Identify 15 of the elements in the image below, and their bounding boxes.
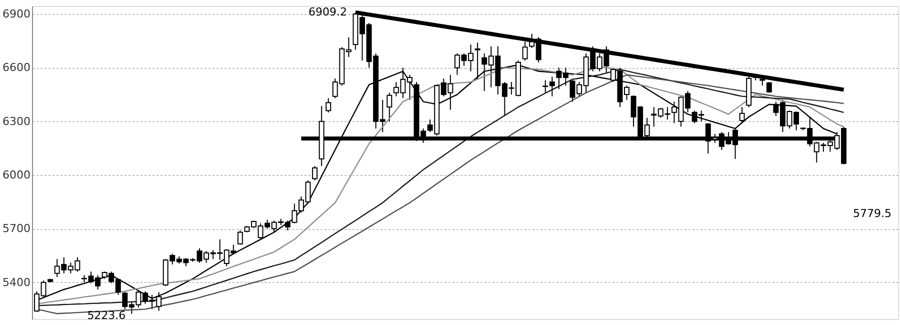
y-tick-label: 6600 [2,61,30,74]
y-tick-label: 5400 [2,276,30,289]
candlestick [522,41,528,62]
text: 5779.5 [853,207,892,220]
candlestick [326,98,332,113]
annotation: 5223.6 [87,308,126,322]
annotation: 6909.2 [308,6,347,18]
candlestick [739,106,745,124]
y-tick-label: 6300 [2,114,30,128]
y-tick-label: 6900 [2,8,30,21]
y-tick-label: 5700 [2,222,30,236]
y-tick-label: 6000 [2,168,30,182]
candlestick [237,230,243,246]
candlestick [386,92,392,122]
candlestick [312,166,318,181]
